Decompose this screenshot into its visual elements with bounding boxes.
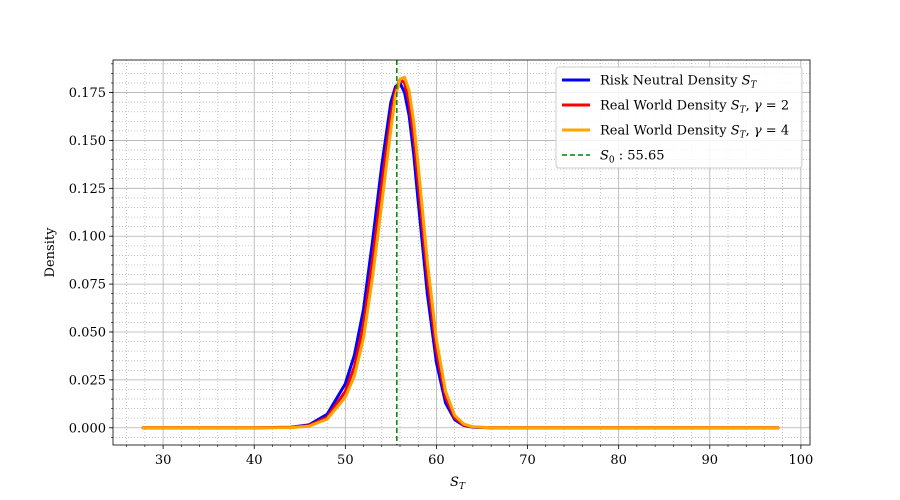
legend: Risk Neutral Density ST Real World Densit…: [555, 66, 803, 169]
y-tick-label: 0.050: [69, 325, 106, 340]
x-tick-label: 90: [702, 453, 719, 468]
x-tick-label: 40: [246, 453, 263, 468]
x-tick-label: 80: [610, 453, 627, 468]
y-axis-label: Density: [43, 227, 58, 278]
legend-label-3: Real World Density ST, γ = 4: [600, 124, 789, 141]
y-tick-label: 0.075: [69, 278, 106, 293]
minor-grid: [113, 60, 810, 445]
x-tick-label: 100: [788, 453, 813, 468]
x-axis-label: ST: [450, 475, 466, 492]
x-tick-label: 30: [155, 453, 172, 468]
y-tick-label: 0.100: [69, 230, 106, 245]
legend-label-1: Risk Neutral Density ST: [600, 74, 757, 91]
y-tick-label: 0.025: [69, 373, 106, 388]
legend-box: [555, 66, 803, 169]
y-tick-label: 0.150: [69, 134, 106, 149]
legend-label-s0: S0 : 55.65: [600, 149, 665, 166]
axis-ticks: [109, 63, 802, 449]
y-tick-label: 0.125: [69, 182, 106, 197]
y-tick-label: 0.000: [69, 421, 106, 436]
x-tick-label: 50: [337, 453, 354, 468]
series-line-3: [141, 75, 780, 430]
plot-frame: [112, 59, 811, 446]
x-tick-label: 70: [519, 453, 536, 468]
legend-label-2: Real World Density ST, γ = 2: [600, 99, 789, 116]
series-lines: [141, 75, 780, 430]
x-tick-label: 60: [428, 453, 445, 468]
y-tick-label: 0.175: [69, 86, 106, 101]
